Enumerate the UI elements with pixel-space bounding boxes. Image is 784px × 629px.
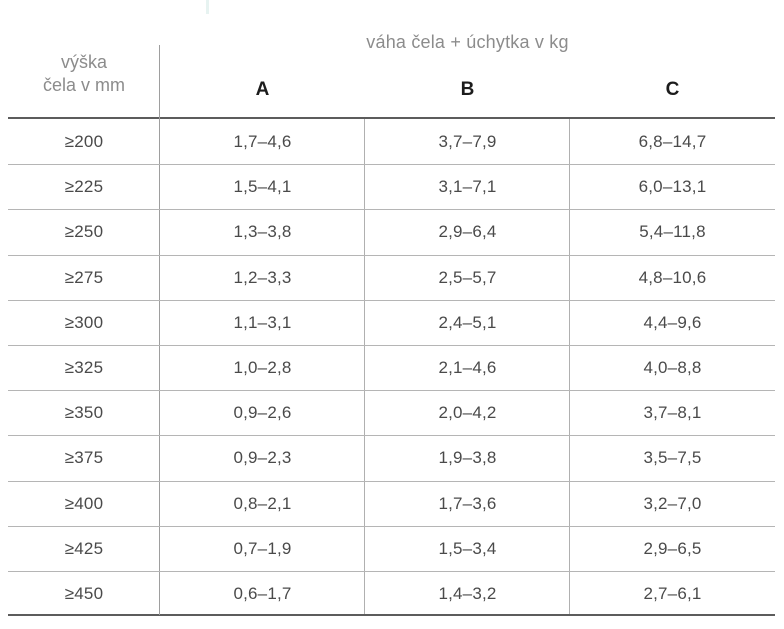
cell-value: 1,3–3,8 bbox=[160, 209, 365, 254]
table-title: váha čela + úchytka v kg bbox=[366, 32, 569, 52]
row-label: ≥200 bbox=[64, 131, 104, 151]
cell-value: 3,5–7,5 bbox=[570, 435, 775, 480]
cell-value: 4,4–9,6 bbox=[570, 299, 775, 345]
cell-value: 0,9–2,3 bbox=[160, 435, 365, 480]
cell-value: 0,7–1,9 bbox=[160, 525, 365, 571]
cell-value: 2,1–4,6 bbox=[365, 344, 570, 390]
faint-top-artifact bbox=[206, 0, 209, 14]
row-label: ≥450 bbox=[8, 570, 160, 616]
row-header-line1: výška bbox=[60, 52, 107, 72]
divider-rowheader-colA bbox=[159, 45, 160, 615]
column-header-c: C bbox=[665, 79, 680, 100]
cell-value: 2,9–6,5 bbox=[570, 525, 775, 571]
cell-value: 4,0–8,8 bbox=[570, 344, 775, 390]
cell-value: 1,1–3,1 bbox=[160, 299, 365, 345]
cell-value: 1,5–4,1 bbox=[160, 164, 365, 209]
cell-value: 3,2–7,0 bbox=[570, 480, 775, 526]
cell-value: 1,9–3,8 bbox=[365, 435, 570, 480]
bottom-rule bbox=[8, 614, 775, 616]
row-label: ≥375 bbox=[8, 435, 160, 480]
cell-value: 1,7–4,6 bbox=[233, 131, 292, 151]
cell-value: 5,4–11,8 bbox=[570, 209, 775, 254]
cell-value: 4,8–10,6 bbox=[570, 254, 775, 300]
cell-value: 1,4–3,2 bbox=[365, 570, 570, 616]
row-label: ≥250 bbox=[8, 209, 160, 254]
cell-value: 3,7–7,9 bbox=[438, 131, 497, 151]
cell-value: 1,5–3,4 bbox=[365, 525, 570, 571]
divider-colB-colC bbox=[569, 119, 570, 614]
row-label: ≥400 bbox=[8, 480, 160, 526]
row-label: ≥300 bbox=[8, 299, 160, 345]
row-label: ≥275 bbox=[8, 254, 160, 300]
row-label: ≥225 bbox=[8, 164, 160, 209]
cell-value: 0,9–2,6 bbox=[160, 390, 365, 435]
header-rule bbox=[8, 117, 775, 119]
row-label: ≥350 bbox=[8, 390, 160, 435]
cell-value: 6,0–13,1 bbox=[570, 164, 775, 209]
row-label: ≥325 bbox=[8, 344, 160, 390]
divider-colA-colB bbox=[364, 119, 365, 614]
cell-value: 0,6–1,7 bbox=[160, 570, 365, 616]
cell-value: 2,9–6,4 bbox=[365, 209, 570, 254]
cell-value: 1,0–2,8 bbox=[160, 344, 365, 390]
cell-value: 3,7–8,1 bbox=[570, 390, 775, 435]
column-header-b: B bbox=[460, 79, 475, 100]
cell-value: 0,8–2,1 bbox=[160, 480, 365, 526]
row-header-line2: čela v mm bbox=[42, 75, 125, 95]
cell-value: 2,0–4,2 bbox=[365, 390, 570, 435]
cell-value: 6,8–14,7 bbox=[638, 131, 707, 151]
row-label: ≥425 bbox=[8, 525, 160, 571]
cell-value: 2,4–5,1 bbox=[365, 299, 570, 345]
cell-value: 2,5–5,7 bbox=[365, 254, 570, 300]
cell-value: 1,7–3,6 bbox=[365, 480, 570, 526]
data-grid: ≥200 1,7–4,6 3,7–7,9 6,8–14,7 ≥225 1,5–4,1 3,1… bbox=[8, 119, 775, 616]
cell-value: 3,1–7,1 bbox=[365, 164, 570, 209]
column-header-a: A bbox=[255, 79, 270, 100]
cell-value: 1,2–3,3 bbox=[160, 254, 365, 300]
row-header-label: výška čela v mm bbox=[8, 51, 160, 97]
cell-value: 2,7–6,1 bbox=[570, 570, 775, 616]
